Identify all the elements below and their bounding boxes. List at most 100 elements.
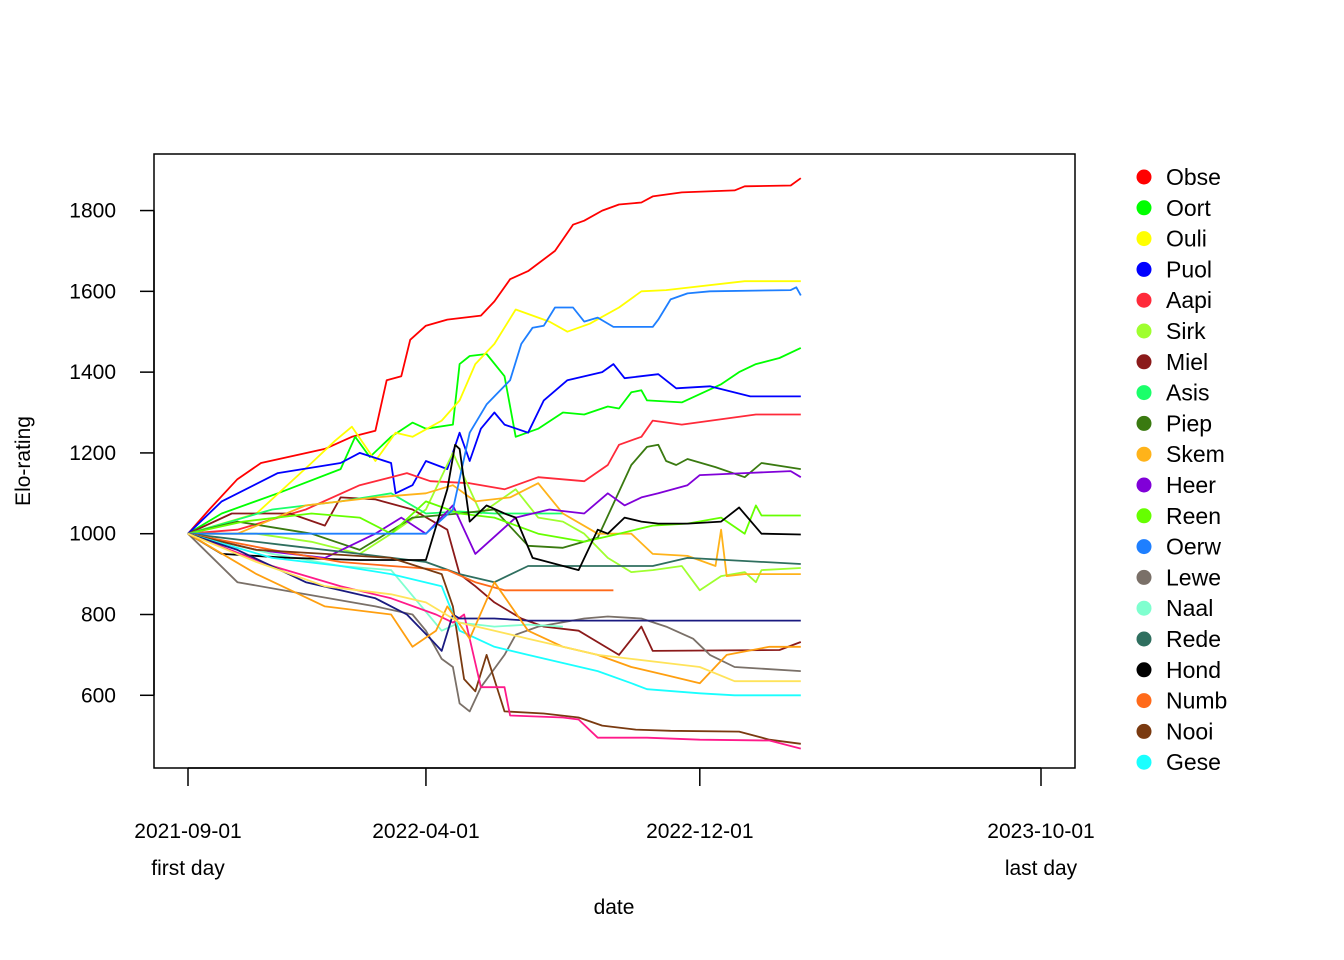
legend-item-skem: Skem [1136,441,1225,467]
legend-item-oort: Oort [1136,195,1211,221]
legend-label: Aapi [1166,287,1212,313]
series-line-aapi [187,413,801,535]
x-axis-title: date [594,896,635,919]
legend-item-aapi: Aapi [1136,287,1212,313]
series-line-unlabeled-22 [187,532,801,685]
legend-item-heer: Heer [1136,472,1216,498]
legend-item-hond: Hond [1136,657,1221,683]
legend-label: Sirk [1166,318,1206,344]
series-line-lewe [187,533,801,713]
series-line-obse [187,177,802,535]
legend-label: Rede [1166,626,1221,652]
legend-marker [1136,261,1152,277]
x-tick-sublabel: last day [1005,857,1078,880]
series-line-sirk [188,451,801,592]
y-tick-label: 1400 [69,361,116,384]
legend-label: Naal [1166,595,1213,621]
legend-label: Gese [1166,749,1221,775]
x-tick-label: 2022-04-01 [372,820,479,843]
legend-item-puol: Puol [1136,256,1212,282]
legend-marker [1136,600,1152,616]
legend-item-nooi: Nooi [1136,718,1213,744]
y-tick-label: 1800 [69,200,116,223]
series-line-miel [187,496,802,656]
y-axis: 600 800 1000 1200 1400 1600 1800 [69,200,155,707]
legend-item-piep: Piep [1136,410,1212,436]
series-layer [187,177,802,750]
legend-item-gese: Gese [1136,749,1221,775]
series-line-skem [188,482,801,577]
y-tick-label: 600 [81,684,116,707]
legend-label: Puol [1166,256,1212,282]
series-line-unlabeled-23 [187,532,801,683]
series-line-puol [187,363,801,535]
series-line-oerw [188,286,802,535]
x-axis: 2021-09-01 first day 2022-04-01 2022-12-01 2… [134,767,1095,880]
legend-marker [1136,569,1152,585]
legend-marker [1136,292,1152,308]
legend-marker [1136,323,1152,339]
legend-marker [1136,446,1152,462]
x-tick-sublabel: first day [151,857,225,880]
legend-marker [1136,508,1152,524]
y-tick-label: 1600 [69,280,116,303]
legend-marker [1136,693,1152,709]
legend-item-obse: Obse [1136,164,1221,190]
legend-marker [1136,385,1152,401]
y-tick-label: 1200 [69,442,116,465]
legend-label: Skem [1166,441,1225,467]
legend-label: Heer [1166,472,1216,498]
series-line-nooi [187,532,801,745]
y-tick-label: 1000 [69,523,116,546]
series-line-heer [187,470,802,559]
x-tick-label: 2022-12-01 [646,820,753,843]
legend-item-oerw: Oerw [1136,534,1221,560]
legend-label: Reen [1166,503,1221,529]
series-line-piep [187,443,801,551]
legend-marker [1136,231,1152,247]
legend-item-numb: Numb [1136,688,1227,714]
legend-label: Piep [1166,410,1212,436]
legend-label: Nooi [1166,718,1213,744]
series-line-reen [187,500,801,543]
y-tick-label: 800 [81,604,116,627]
legend-label: Oerw [1166,534,1221,560]
legend-label: Ouli [1166,226,1207,252]
legend-marker [1136,754,1152,770]
series-line-asis [187,492,563,535]
legend-item-asis: Asis [1136,380,1209,406]
legend-label: Numb [1166,688,1227,714]
legend: Obse Oort Ouli Puol Aapi Sirk Miel Asis Piep Skem… [1136,164,1227,775]
series-line-gese [187,532,801,697]
x-tick-label: 2021-09-01 [134,820,241,843]
legend-label: Asis [1166,380,1209,406]
legend-marker [1136,539,1152,555]
legend-label: Lewe [1166,564,1221,590]
legend-item-naal: Naal [1136,595,1213,621]
legend-label: Oort [1166,195,1211,221]
legend-item-ouli: Ouli [1136,226,1207,252]
legend-label: Miel [1166,349,1208,375]
legend-label: Hond [1166,657,1221,683]
legend-marker [1136,415,1152,431]
legend-marker [1136,631,1152,647]
plot-frame [153,153,1076,769]
legend-label: Obse [1166,164,1221,190]
series-line-ouli [187,280,801,535]
series-line-unlabeled-21 [187,532,801,652]
legend-marker [1136,662,1152,678]
legend-item-sirk: Sirk [1136,318,1206,344]
legend-marker [1136,723,1152,739]
series-line-hond [187,443,801,571]
legend-item-rede: Rede [1136,626,1221,652]
legend-item-reen: Reen [1136,503,1221,529]
legend-marker [1136,354,1152,370]
legend-item-miel: Miel [1136,349,1208,375]
legend-marker [1136,477,1152,493]
legend-marker [1136,169,1152,185]
y-axis-title: Elo-rating [12,416,35,506]
series-line-oort [187,347,802,535]
x-tick-label: 2023-10-01 [987,820,1094,843]
series-line-unlabeled-20 [187,532,802,750]
